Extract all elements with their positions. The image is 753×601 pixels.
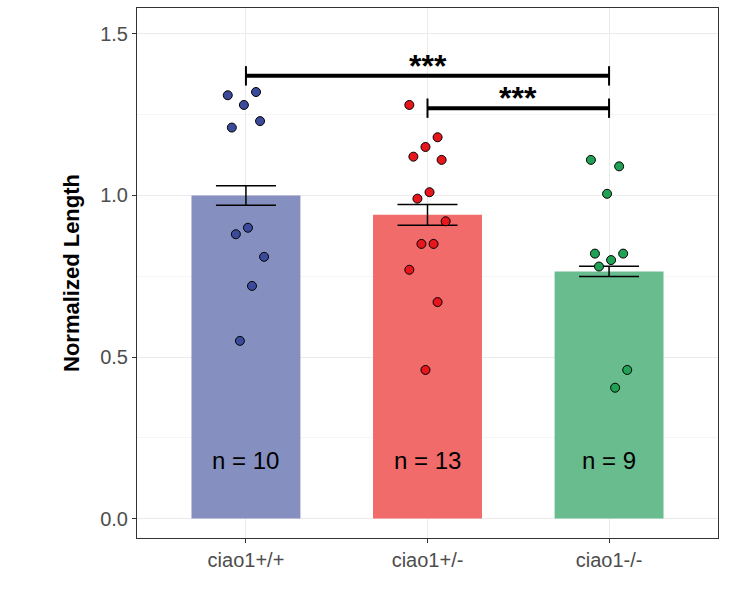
svg-text:ciao1+/-: ciao1+/- [392,549,464,571]
svg-text:ciao1-/-: ciao1-/- [576,549,643,571]
svg-text:***: *** [409,48,447,84]
svg-text:1.0: 1.0 [100,184,128,206]
svg-text:n = 9: n = 9 [582,447,636,474]
svg-text:Normalized Length: Normalized Length [59,174,84,372]
svg-text:n = 13: n = 13 [394,447,461,474]
svg-text:***: *** [499,80,537,116]
svg-text:ciao1+/+: ciao1+/+ [208,549,285,571]
svg-text:0.5: 0.5 [100,346,128,368]
svg-text:1.5: 1.5 [100,23,128,45]
svg-text:n = 10: n = 10 [212,447,279,474]
svg-text:0.0: 0.0 [100,508,128,530]
